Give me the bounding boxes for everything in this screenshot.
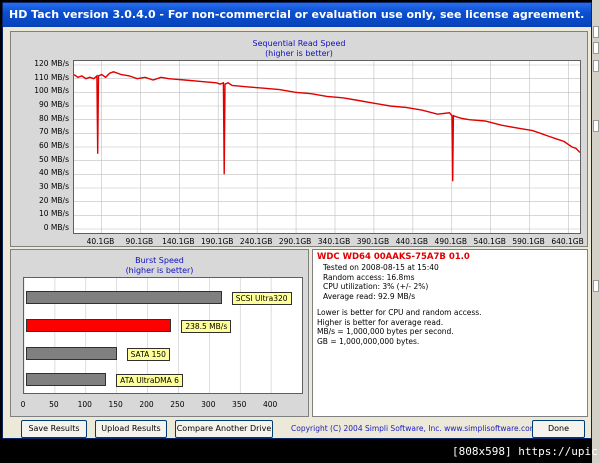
note-line: Higher is better for average read. — [317, 317, 444, 327]
seq-y-tick-label: 70 MB/s — [39, 127, 69, 137]
burst-bar — [26, 291, 222, 304]
seq-chart-subtitle: (higher is better) — [265, 49, 333, 58]
average-read: Average read: 92.9 MB/s — [323, 291, 416, 301]
seq-x-tick-label: 90.1GB — [125, 237, 154, 246]
seq-plot-area — [73, 60, 581, 234]
burst-chart-subtitle: (higher is better) — [125, 266, 194, 275]
burst-bar-label: 238.5 MB/s — [181, 320, 232, 333]
seq-y-tick-label: 20 MB/s — [39, 195, 69, 205]
seq-read-series-line — [74, 71, 580, 182]
cpu-utilization: CPU utilization: 3% (+/- 2%) — [323, 282, 429, 291]
burst-x-tick-label: 300 — [201, 400, 216, 409]
seq-x-tick-label: 240.1GB — [239, 237, 273, 246]
burst-speed-panel: Burst Speed (higher is better) SCSI Ultr… — [10, 249, 309, 417]
burst-bar — [26, 319, 172, 332]
seq-y-tick-label: 40 MB/s — [39, 168, 69, 178]
burst-bar — [26, 347, 117, 360]
compare-drive-button[interactable]: Compare Another Drive — [175, 420, 273, 438]
seq-x-tick-label: 640.1GB — [551, 237, 584, 246]
seq-x-tick-label: 390.1GB — [356, 237, 390, 246]
burst-bar — [26, 373, 107, 386]
hdtach-window: HD Tach version 3.0.4.0 - For non-commer… — [2, 2, 592, 439]
seq-y-tick-label: 50 MB/s — [39, 154, 69, 164]
burst-x-tick-label: 50 — [49, 400, 59, 409]
upic-watermark: [808x598] https://upic.me/ — [452, 445, 600, 458]
burst-chart-title: Burst Speed — [135, 256, 184, 265]
burst-x-tick-label: 150 — [108, 400, 123, 409]
upload-results-button[interactable]: Upload Results — [95, 420, 167, 438]
seq-y-tick-label: 110 MB/s — [34, 72, 69, 82]
note-line: GB = 1,000,000,000 bytes. — [317, 336, 420, 346]
burst-bar-label: SATA 150 — [126, 348, 170, 361]
drive-info-panel: WDC WD64 00AAKS-75A7B 01.0 Tested on 200… — [312, 249, 588, 417]
seq-x-tick-label: 290.1GB — [278, 237, 312, 246]
copyright-text: Copyright (C) 2004 Simpli Software, Inc.… — [291, 424, 538, 433]
seq-y-tick-label: 60 MB/s — [39, 141, 69, 150]
burst-x-tick-label: 0 — [20, 400, 26, 409]
seq-x-tick-label: 540.1GB — [473, 237, 506, 246]
burst-x-tick-label: 350 — [232, 400, 247, 409]
note-line: MB/s = 1,000,000 bytes per second. — [317, 327, 454, 336]
seq-x-tick-label: 40.1GB — [86, 237, 115, 246]
seq-x-tick-label: 440.1GB — [395, 237, 429, 246]
seq-y-tick-label: 80 MB/s — [39, 113, 69, 123]
sequential-read-panel: Sequential Read Speed (higher is better)… — [10, 31, 588, 247]
seq-y-tick-label: 120 MB/s — [34, 59, 69, 68]
done-button[interactable]: Done — [532, 420, 585, 438]
seq-chart-title: Sequential Read Speed — [252, 39, 346, 48]
burst-x-tick-label: 250 — [170, 400, 185, 409]
seq-y-tick-label: 100 MB/s — [34, 86, 69, 96]
window-title: HD Tach version 3.0.4.0 - For non-commer… — [3, 3, 591, 27]
seq-y-tick-label: 90 MB/s — [39, 100, 69, 109]
seq-chart-svg — [74, 61, 580, 233]
window-edge-scrollbar — [592, 0, 600, 463]
random-access: Random access: 16.8ms — [323, 272, 415, 282]
burst-x-tick-label: 400 — [262, 400, 278, 409]
burst-x-tick-label: 100 — [77, 400, 92, 409]
test-date: Tested on 2008-08-15 at 15:40 — [323, 263, 439, 272]
burst-x-tick-label: 200 — [139, 400, 154, 409]
seq-y-tick-label: 30 MB/s — [39, 182, 69, 191]
seq-y-tick-label: 10 MB/s — [39, 209, 69, 219]
note-line: Lower is better for CPU and random acces… — [317, 308, 482, 317]
seq-y-tick-label: 0 MB/s — [43, 223, 69, 232]
save-results-button[interactable]: Save Results — [21, 420, 87, 438]
seq-x-tick-label: 190.1GB — [201, 237, 234, 246]
seq-x-tick-label: 140.1GB — [162, 237, 195, 246]
seq-x-tick-label: 490.1GB — [434, 237, 467, 246]
seq-x-tick-label: 590.1GB — [512, 237, 545, 246]
burst-bar-label: ATA UltraDMA 6 — [116, 374, 183, 387]
drive-model: WDC WD64 00AAKS-75A7B 01.0 — [317, 252, 470, 262]
burst-bar-label: SCSI Ultra320 — [231, 292, 292, 305]
seq-x-tick-label: 340.1GB — [317, 237, 351, 246]
burst-plot-area: SCSI Ultra320 238.5 MB/s SATA 150 ATA Ultra… — [23, 277, 303, 394]
